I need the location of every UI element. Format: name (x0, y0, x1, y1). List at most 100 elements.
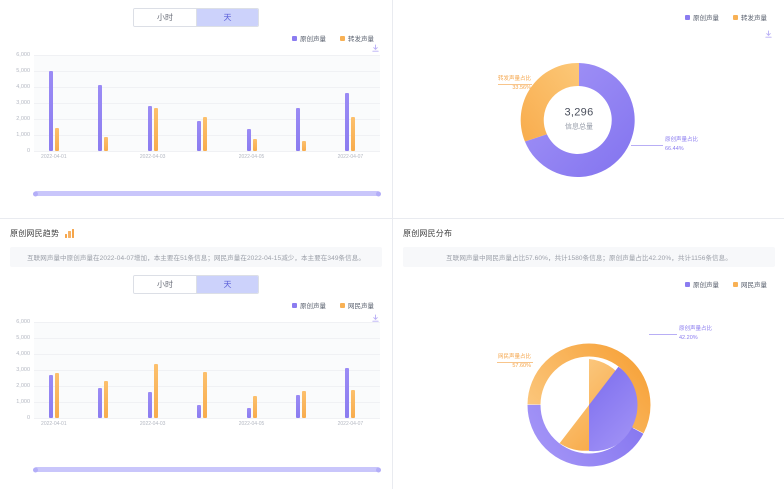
gridline (34, 370, 380, 371)
bar-original[interactable] (197, 120, 202, 151)
bar-chart-bottom-left[interactable]: 6,000 5,000 4,000 3,000 2,000 1,000 0 2022-04-0… (0, 316, 392, 434)
y-axis-tick-label: 4,000 (16, 84, 30, 90)
legend-label-original: 原创声量 (300, 303, 326, 310)
legend-item-repost-donut[interactable]: 转发声量 (733, 12, 767, 22)
legend-item-original-pie[interactable]: 原创声量 (685, 279, 719, 289)
bar-secondary[interactable] (54, 372, 59, 418)
bar-original[interactable] (295, 107, 300, 151)
legend-label-repost: 转发声量 (348, 36, 374, 43)
bar-secondary[interactable] (252, 395, 257, 418)
legend-swatch-purple-icon (685, 14, 690, 20)
download-icon[interactable] (371, 44, 380, 53)
panel-top-left: 小时 天 原创声量 转发声量 6,000 5,000 4,000 3,000 2,000… (0, 0, 392, 218)
toggle-option-day-top[interactable]: 天 (196, 9, 258, 26)
y-axis-tick-label: 2,000 (16, 116, 30, 122)
bar-original[interactable] (197, 404, 202, 418)
bar-group[interactable] (197, 55, 209, 151)
bar-secondary[interactable] (104, 380, 109, 418)
bar-group[interactable] (197, 322, 209, 418)
download-icon[interactable] (371, 314, 380, 323)
bar-secondary[interactable] (301, 390, 306, 418)
y-axis-tick-label: 5,000 (16, 335, 30, 341)
toggle-option-day-bottom[interactable]: 天 (196, 276, 258, 293)
bar-group[interactable]: 2022-04-07 (338, 322, 363, 427)
x-axis-tick-label: 2022-04-07 (337, 154, 364, 160)
legend-bottom-left: 原创声量 网民声量 (0, 300, 392, 310)
panel-top-right: 原创声量 转发声量 (393, 0, 784, 218)
chart-scrollbar-bottom[interactable] (34, 467, 380, 472)
bar-group[interactable]: 2022-04-03 (140, 322, 165, 427)
bar-secondary[interactable] (301, 140, 306, 151)
legend-item-original-top[interactable]: 原创声量 (292, 33, 326, 43)
bar-original[interactable] (345, 92, 350, 151)
donut-center-text: 3,296 信息总量 (564, 107, 593, 132)
bar-original[interactable] (345, 368, 350, 418)
bar-secondary[interactable] (153, 108, 158, 151)
legend-label-repost: 转发声量 (741, 15, 767, 22)
legend-item-original-bottom[interactable]: 原创声量 (292, 300, 326, 310)
x-axis-tick-label: 2022-04-01 (41, 154, 67, 160)
description-bar-bottom-left: 互联网声量中原创声量在2022-04-07增加，本主要在51条信息；网民声量在2… (10, 247, 382, 267)
bar-group[interactable] (295, 55, 308, 151)
bar-secondary[interactable] (351, 117, 356, 151)
bar-chart-top-left[interactable]: 6,000 5,000 4,000 3,000 2,000 1,000 0 2022-04-0… (0, 49, 392, 167)
legend-top-right: 原创声量 转发声量 (393, 12, 784, 22)
bar-group[interactable]: 2022-04-05 (239, 322, 264, 427)
y-axis-tick-label: 1,000 (16, 399, 30, 405)
chart-scrollbar-top[interactable] (34, 191, 380, 196)
bar-group[interactable] (295, 322, 308, 418)
bar-original[interactable] (246, 407, 251, 418)
download-icon[interactable] (764, 30, 773, 39)
bar-original[interactable] (98, 387, 103, 418)
legend-item-repost-top[interactable]: 转发声量 (340, 33, 374, 43)
bar-original[interactable] (48, 374, 53, 418)
donut-chart-top-right[interactable]: 3,296 信息总量 转发声量占比 33.56% 原创声量占比 66.44% (393, 22, 784, 218)
legend-swatch-purple-icon (292, 302, 297, 308)
toggle-option-hour-top[interactable]: 小时 (134, 9, 196, 26)
bar-secondary[interactable] (203, 117, 208, 151)
bar-group[interactable]: 2022-04-03 (140, 55, 165, 160)
legend-swatch-purple-icon (292, 35, 297, 41)
legend-item-original-donut[interactable]: 原创声量 (685, 12, 719, 22)
description-text: 互联网声量中原创声量在2022-04-07增加，本主要在51条信息；网民声量在2… (27, 255, 365, 262)
x-axis-tick-label: 2022-04-05 (238, 154, 265, 160)
pie-label-original-title: 原创声量占比 (665, 137, 699, 143)
donut-total-value: 3,296 (564, 106, 594, 119)
time-granularity-toggle-top[interactable]: 小时 天 (133, 8, 259, 27)
panel-bottom-right: 原创网民分布 互联网声量中网民声量占比57.60%，共计1580条信息；原创声量… (393, 219, 784, 489)
bar-original[interactable] (98, 85, 103, 151)
bar-secondary[interactable] (203, 371, 208, 418)
bar-group[interactable]: 2022-04-05 (239, 55, 264, 160)
legend-item-netizen-bottom[interactable]: 网民声量 (340, 300, 374, 310)
bar-group[interactable]: 2022-04-01 (41, 322, 67, 427)
legend-label-netizen: 网民声量 (348, 303, 374, 310)
legend-swatch-orange-icon (340, 302, 345, 308)
bar-group[interactable]: 2022-04-01 (41, 55, 67, 160)
toggle-option-hour-bottom[interactable]: 小时 (134, 276, 196, 293)
bar-secondary[interactable] (104, 136, 109, 151)
pie-label-original: 原创声量占比 66.44% (665, 136, 698, 153)
bar-secondary[interactable] (351, 390, 356, 418)
y-axis-tick-label: 4,000 (16, 351, 30, 357)
bar-group[interactable] (98, 322, 110, 418)
toggle-wrap-top-left: 小时 天 (0, 8, 392, 27)
bar-original[interactable] (48, 70, 53, 151)
time-granularity-toggle-bottom[interactable]: 小时 天 (133, 275, 259, 294)
leader-line-orange (498, 84, 532, 85)
bar-original[interactable] (147, 392, 152, 418)
bar-secondary[interactable] (153, 363, 158, 418)
gridline (34, 55, 380, 56)
legend-item-netizen-pie[interactable]: 网民声量 (733, 279, 767, 289)
bar-secondary[interactable] (54, 127, 59, 151)
bar-group[interactable] (98, 55, 110, 151)
gridline (34, 71, 380, 72)
nested-pie-chart[interactable]: 网民声量占比 57.60% 原创声量占比 42.20% (393, 289, 784, 489)
outer-ring-original (527, 343, 651, 467)
bar-group[interactable]: 2022-04-07 (338, 55, 363, 160)
bar-original[interactable] (147, 106, 152, 151)
bar-original[interactable] (246, 129, 251, 151)
page-title: 原创网民趋势 (10, 229, 60, 238)
bar-original[interactable] (295, 394, 300, 418)
bar-secondary[interactable] (252, 138, 257, 151)
y-axis-tick-label: 6,000 (16, 52, 30, 58)
